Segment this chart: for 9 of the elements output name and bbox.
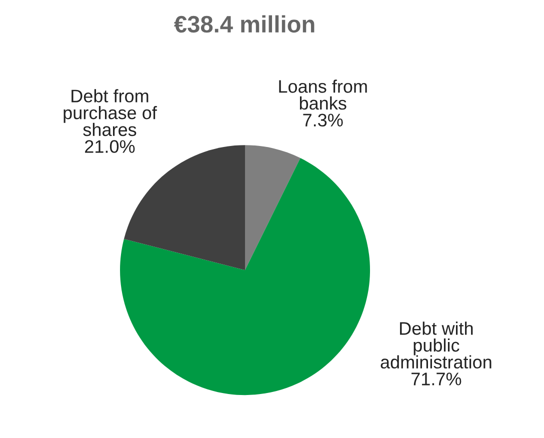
pie-slice (120, 158, 370, 396)
chart-title: €38.4 million (174, 15, 314, 33)
data-label: 7.3% (303, 114, 343, 127)
data-label: 71.7% (412, 372, 462, 386)
slice-label: Debt with public administration (380, 322, 492, 369)
pie-slice (245, 145, 300, 270)
slice-label: Debt from purchase of shares (64, 89, 157, 136)
slice-label: Loans from banks (279, 80, 367, 110)
data-label: 21.0% (85, 140, 135, 153)
